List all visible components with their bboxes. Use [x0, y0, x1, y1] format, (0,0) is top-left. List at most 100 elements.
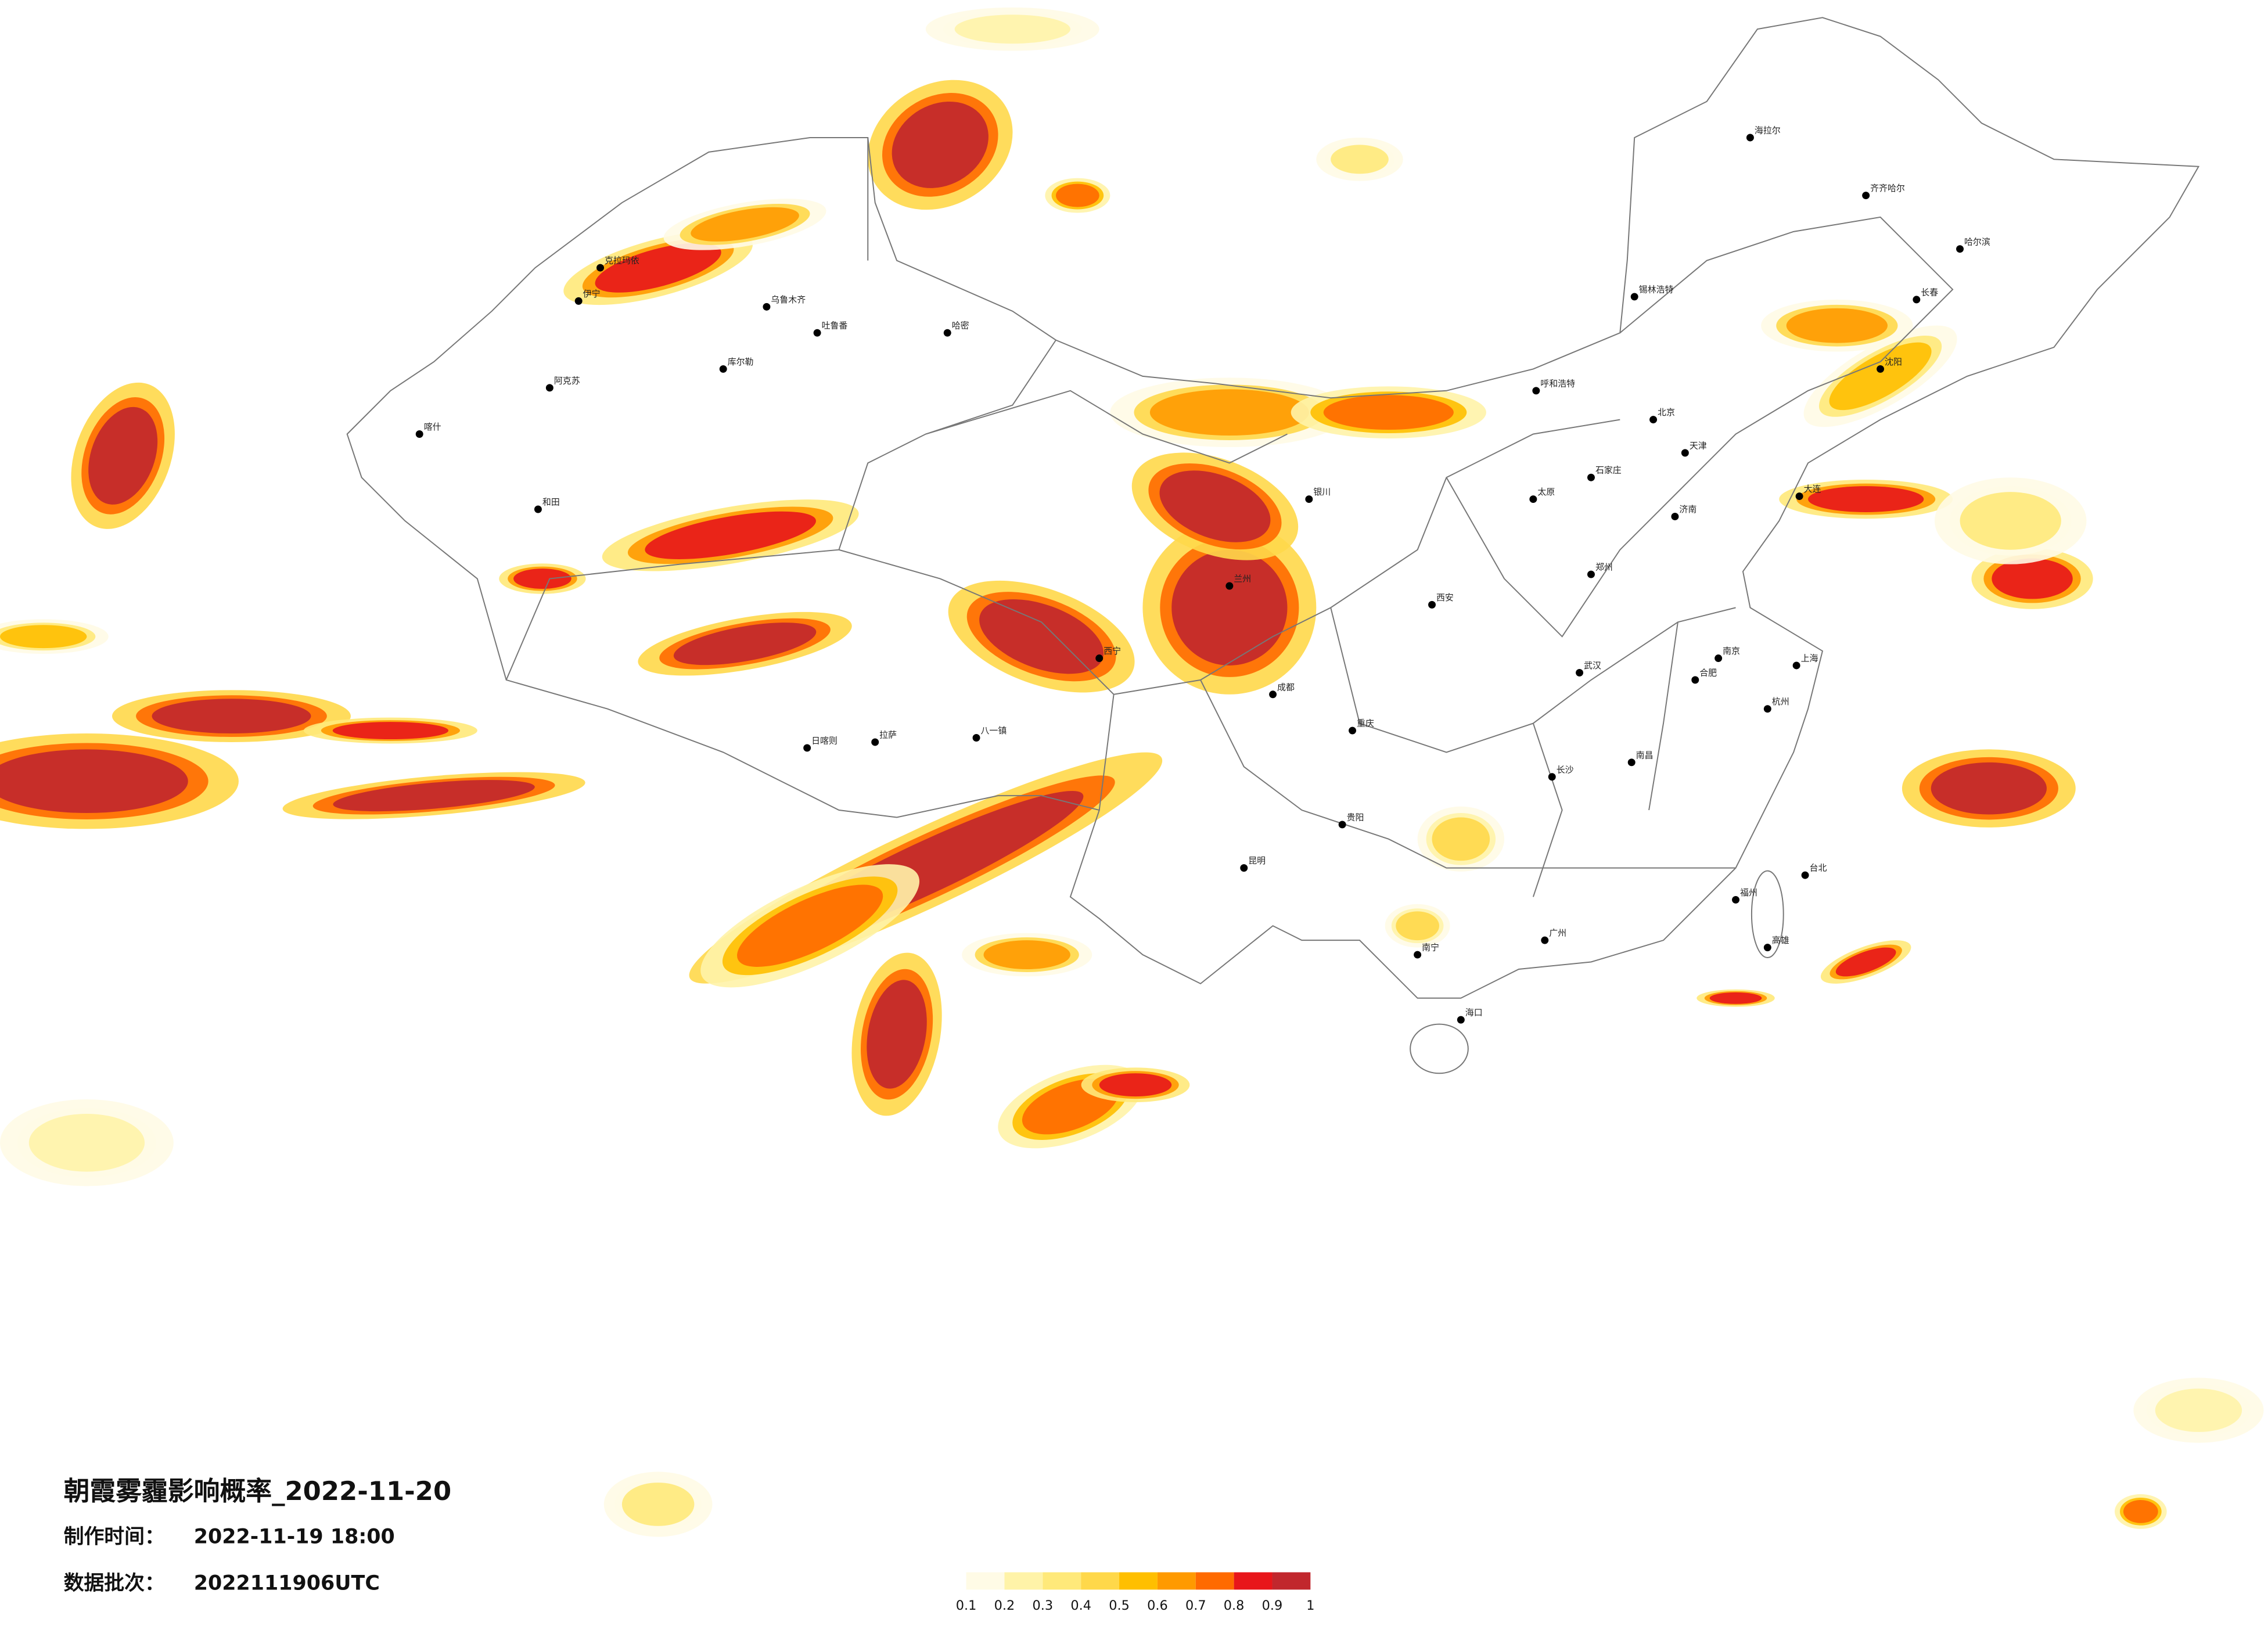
meta-value: 2022-11-19 18:00 — [194, 1526, 395, 1549]
haze-area — [691, 207, 799, 242]
legend-swatch — [1081, 1572, 1120, 1590]
haze-area — [2123, 1499, 2158, 1523]
city-dot — [1763, 705, 1771, 713]
haze-area — [1786, 308, 1888, 343]
city-dot — [534, 505, 542, 513]
city-dot — [719, 365, 727, 373]
city-dot — [1956, 245, 1964, 253]
city-dot — [1746, 134, 1754, 142]
legend-tick: 1 — [1306, 1598, 1314, 1613]
city-dot — [1715, 654, 1723, 662]
haze-area — [983, 940, 1070, 969]
city-label: 齐齐哈尔 — [1870, 183, 1905, 193]
province-lines — [505, 137, 1954, 897]
taiwan — [1751, 870, 1784, 959]
city-label: 郑州 — [1595, 562, 1613, 573]
city-label: 南宁 — [1422, 942, 1439, 953]
city-label: 成都 — [1277, 682, 1295, 692]
city-dot — [1269, 690, 1277, 699]
haze-area — [1149, 389, 1309, 436]
haze-area — [1331, 145, 1389, 174]
city-label: 日喀则 — [811, 735, 838, 746]
city-dot — [1529, 495, 1537, 503]
city-dot — [1225, 582, 1234, 590]
haze-area — [513, 569, 572, 589]
city-label: 银川 — [1313, 487, 1331, 497]
city-label: 高雄 — [1772, 935, 1789, 945]
city-dot — [1691, 676, 1699, 684]
city-dot — [1305, 495, 1313, 503]
city-dot — [1732, 895, 1739, 904]
city-dot — [1587, 473, 1595, 481]
city-label: 上海 — [1801, 653, 1818, 664]
city-label: 北京 — [1658, 407, 1675, 418]
city-dot — [1532, 387, 1540, 395]
haze-area — [645, 511, 816, 559]
city-dot — [943, 329, 951, 337]
city-dot — [1587, 570, 1595, 578]
city-label: 长沙 — [1557, 764, 1574, 775]
haze-area — [1808, 486, 1924, 512]
city-label: 拉萨 — [879, 729, 897, 740]
legend-swatch — [1043, 1572, 1081, 1590]
city-dot — [972, 734, 980, 742]
haze-area — [1931, 762, 2047, 815]
haze-area — [737, 884, 883, 967]
legend: 0.1 0.2 0.3 0.4 0.5 0.6 0.7 0.8 0.9 1 — [956, 1572, 1314, 1613]
city-label: 合肥 — [1699, 667, 1717, 678]
legend-tick: 0.1 — [956, 1598, 977, 1613]
city-label: 天津 — [1690, 440, 1707, 451]
city-label: 重庆 — [1357, 718, 1374, 729]
city-label: 哈尔滨 — [1964, 236, 1990, 247]
legend-tick: 0.3 — [1033, 1598, 1054, 1613]
city-dot — [1801, 871, 1809, 879]
city-dot — [596, 264, 605, 272]
haze-area — [1171, 549, 1288, 665]
city-label: 南京 — [1723, 646, 1740, 656]
haze-area — [1835, 947, 1896, 977]
haze-area — [867, 980, 927, 1089]
city-label: 锡林浩特 — [1639, 284, 1674, 294]
haze-area — [1159, 470, 1271, 542]
city-dot — [1862, 192, 1870, 200]
legend-tick: 0.8 — [1224, 1598, 1245, 1613]
city-label: 广州 — [1549, 928, 1566, 938]
meta-value: 2022111906UTC — [194, 1571, 380, 1595]
city-dot — [1548, 773, 1556, 781]
city-label: 乌鲁木齐 — [771, 294, 806, 305]
city-dot — [1681, 449, 1689, 457]
city-label: 长春 — [1921, 287, 1938, 297]
city-label: 杭州 — [1772, 696, 1789, 707]
city-dot — [1649, 416, 1658, 424]
legend-swatch — [1004, 1572, 1043, 1590]
haze-area — [0, 625, 87, 649]
city-dot — [1671, 512, 1679, 520]
city-label: 兰州 — [1234, 574, 1251, 584]
city-dot — [1338, 821, 1346, 829]
haze-area — [1432, 817, 1490, 861]
haze-area — [1396, 911, 1439, 941]
legend-swatch — [1234, 1572, 1273, 1590]
haze-area — [88, 406, 158, 505]
city-label: 太原 — [1537, 487, 1555, 497]
city-dot — [1095, 654, 1104, 662]
city-label: 大连 — [1804, 484, 1821, 494]
haze-area — [673, 623, 817, 665]
city-label: 吐鲁番 — [822, 321, 848, 331]
borders — [346, 17, 2200, 1074]
legend-tick: 0.4 — [1070, 1598, 1091, 1613]
country-outline — [346, 17, 2200, 999]
city-dot — [1349, 726, 1357, 735]
haze-area — [595, 243, 721, 293]
haze-area — [979, 599, 1104, 674]
legend-swatch — [1272, 1572, 1311, 1590]
city-dot — [1541, 936, 1549, 944]
haze-area — [954, 15, 1070, 44]
haze-area — [1099, 1073, 1172, 1097]
meta-label: 制作时间： — [64, 1526, 165, 1549]
city-label: 克拉玛依 — [605, 256, 639, 266]
haze-area — [28, 1114, 145, 1172]
city-dot — [1795, 492, 1803, 501]
legend-swatch — [1119, 1572, 1158, 1590]
